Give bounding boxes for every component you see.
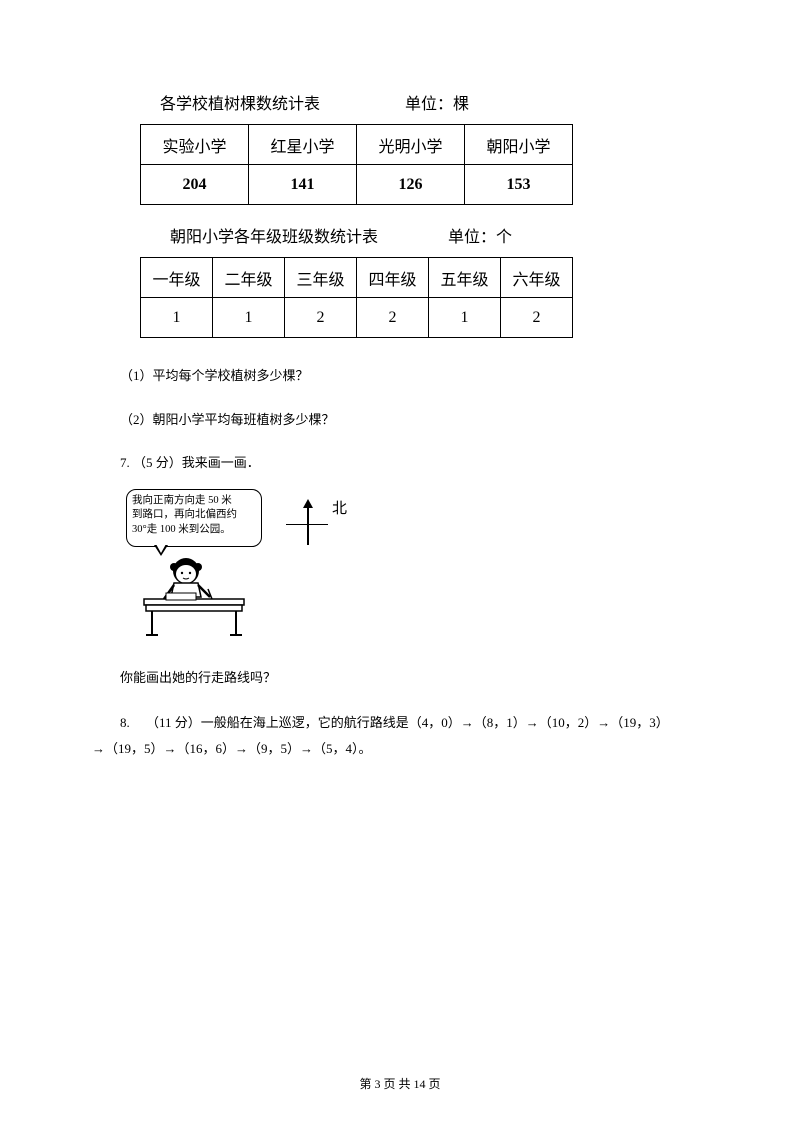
table1-value-0: 204	[141, 165, 249, 205]
table2-header-2: 三年级	[285, 258, 357, 298]
table1-value-1: 141	[249, 165, 357, 205]
table2-value-4: 1	[429, 298, 501, 338]
table2-header-1: 二年级	[213, 258, 285, 298]
table2-value-3: 2	[357, 298, 429, 338]
table1-title-right: 单位：棵	[405, 96, 469, 113]
table2-header-3: 四年级	[357, 258, 429, 298]
question-8-line2: →（19，5）→（16，6）→（9，5）→（5，4）。	[92, 736, 700, 762]
table2-value-1: 1	[213, 298, 285, 338]
girl-at-desk-icon	[136, 549, 256, 639]
table1-value-3: 153	[465, 165, 573, 205]
table2-title-right: 单位：个	[448, 229, 512, 246]
table2-header-4: 五年级	[429, 258, 501, 298]
table2-title-left: 朝阳小学各年级班级数统计表	[170, 229, 378, 246]
table1-title: 各学校植树棵数统计表 单位：棵	[160, 90, 700, 114]
speech-line-3: 30°走 100 米到公园。	[132, 523, 256, 538]
table2-value-2: 2	[285, 298, 357, 338]
table1-title-left: 各学校植树棵数统计表	[160, 96, 320, 113]
table1-value-2: 126	[357, 165, 465, 205]
table-row: 1 1 2 2 1 2	[141, 298, 573, 338]
table1-header-3: 朝阳小学	[465, 125, 573, 165]
table2-value-0: 1	[141, 298, 213, 338]
table1-header-2: 光明小学	[357, 125, 465, 165]
figure-q7: 我向正南方向走 50 米 到路口，再向北偏西约 30°走 100 米到公园。 北	[118, 489, 378, 637]
table-row: 204 141 126 153	[141, 165, 573, 205]
question-2: （2）朝阳小学平均每班植树多少棵？	[120, 409, 700, 428]
table2: 一年级 二年级 三年级 四年级 五年级 六年级 1 1 2 2 1 2	[140, 257, 573, 338]
compass-label: 北	[332, 497, 347, 518]
question-7-sub: 你能画出她的行走路线吗？	[120, 667, 700, 686]
speech-line-2: 到路口，再向北偏西约	[132, 508, 256, 523]
table1: 实验小学 红星小学 光明小学 朝阳小学 204 141 126 153	[140, 124, 573, 205]
table1-header-1: 红星小学	[249, 125, 357, 165]
question-1: （1）平均每个学校植树多少棵？	[120, 366, 700, 387]
table2-title: 朝阳小学各年级班级数统计表 单位：个	[170, 223, 700, 247]
table2-value-5: 2	[501, 298, 573, 338]
page-footer: 第 3 页 共 14 页	[0, 1075, 800, 1092]
table2-header-0: 一年级	[141, 258, 213, 298]
table-row: 实验小学 红星小学 光明小学 朝阳小学	[141, 125, 573, 165]
speech-bubble: 我向正南方向走 50 米 到路口，再向北偏西约 30°走 100 米到公园。	[126, 489, 262, 547]
compass-icon	[286, 503, 328, 545]
table2-header-5: 六年级	[501, 258, 573, 298]
question-7: 7. （5 分）我来画一画．	[120, 452, 700, 471]
question-8-line1: 8. （11 分）一般船在海上巡逻，它的航行路线是（4，0）→（8，1）→（10…	[120, 710, 700, 736]
table-row: 一年级 二年级 三年级 四年级 五年级 六年级	[141, 258, 573, 298]
table1-header-0: 实验小学	[141, 125, 249, 165]
speech-line-1: 我向正南方向走 50 米	[132, 494, 256, 509]
